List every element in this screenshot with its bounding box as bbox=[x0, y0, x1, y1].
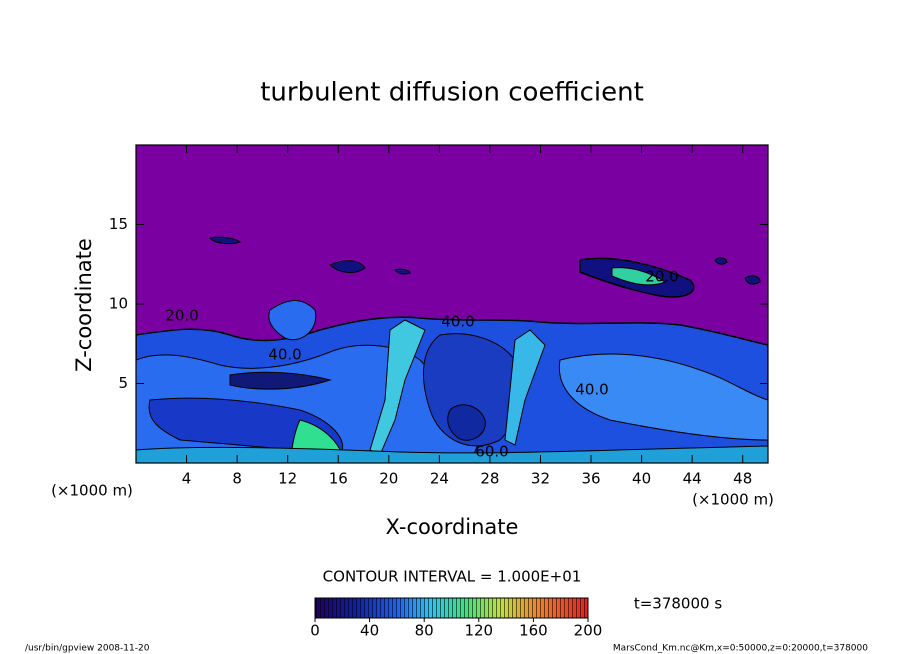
time-label: t=378000 s bbox=[634, 595, 722, 613]
footer-left: /usr/bin/gpview 2008-11-20 bbox=[25, 644, 150, 654]
x-tick-label: 16 bbox=[329, 470, 348, 488]
x-tick-label: 12 bbox=[278, 470, 297, 488]
colorbar-tick-label: 120 bbox=[464, 622, 493, 640]
footer-right: MarsCond_Km.nc@Km,x=0:50000,z=0:20000,t=… bbox=[613, 644, 868, 654]
chart-title: turbulent diffusion coefficient bbox=[260, 78, 644, 108]
colorbar-tick-label: 0 bbox=[310, 622, 320, 640]
x-tick-label: 36 bbox=[581, 470, 600, 488]
contour-label: 20.0 bbox=[165, 307, 198, 325]
colorbar-tick-label: 200 bbox=[574, 622, 603, 640]
x-tick-label: 20 bbox=[379, 470, 398, 488]
contour-label: 20.0 bbox=[645, 268, 678, 286]
x-axis-label: X-coordinate bbox=[386, 515, 519, 539]
x-tick-label: 8 bbox=[232, 470, 242, 488]
colorbar-tick-label: 160 bbox=[519, 622, 548, 640]
x-unit: (×1000 m) bbox=[51, 482, 133, 500]
contour-labels: 20.0 20.0 40.0 40.0 40.0 60.0 bbox=[165, 268, 678, 461]
x-tick-label: 44 bbox=[683, 470, 702, 488]
y-tick-label: 10 bbox=[109, 295, 128, 313]
contour-label: 40.0 bbox=[575, 381, 608, 399]
x-tick-label: 28 bbox=[480, 470, 499, 488]
y-axis-label: Z-coordinate bbox=[72, 238, 96, 372]
colorbar-tick-label: 80 bbox=[415, 622, 434, 640]
y-tick-label: 5 bbox=[118, 374, 128, 392]
y-tick-label: 15 bbox=[109, 215, 128, 233]
contour-label: 60.0 bbox=[475, 443, 508, 461]
x-tick-label: 48 bbox=[733, 470, 752, 488]
x-tick-label: 4 bbox=[182, 470, 192, 488]
contour-label: 40.0 bbox=[268, 346, 301, 364]
x-unit: (×1000 m) bbox=[692, 491, 774, 509]
colorbar-tick-label: 40 bbox=[360, 622, 379, 640]
colorbar-stripes bbox=[315, 598, 588, 618]
x-tick-label: 24 bbox=[430, 470, 449, 488]
contour-field bbox=[136, 145, 768, 463]
x-tick-label: 40 bbox=[632, 470, 651, 488]
x-tick-label: 32 bbox=[531, 470, 550, 488]
contour-interval: CONTOUR INTERVAL = 1.000E+01 bbox=[323, 568, 582, 586]
colorbar-frame bbox=[314, 597, 589, 619]
contour-label: 40.0 bbox=[441, 313, 474, 331]
